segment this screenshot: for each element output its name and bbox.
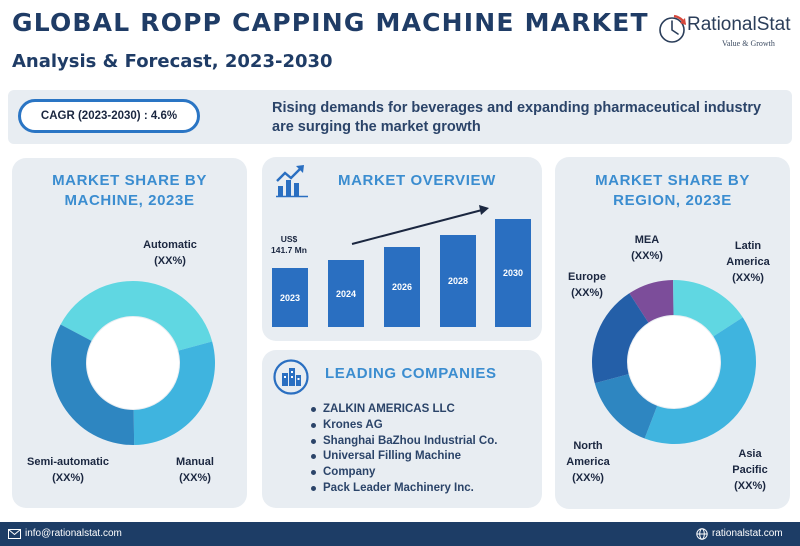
label-latin-america-line2: America [726, 256, 770, 268]
label-north-america: North America (XX%) [560, 438, 616, 486]
region-slice-asia-pacific [644, 317, 756, 444]
overview-bar-2024 [328, 260, 364, 327]
company-list: ZALKIN AMERICAS LLC Krones AG Shanghai B… [310, 402, 540, 497]
label-asia-pacific-line2: Pacific [732, 464, 768, 476]
machine-share-heading-line2: MACHINE, 2023E [64, 192, 195, 209]
region-slice-mea [629, 280, 674, 323]
leading-companies-heading: LEADING COMPANIES [325, 365, 497, 382]
machine-share-heading-line1: MARKET SHARE BY [52, 172, 207, 189]
region-slice-latin-america [673, 280, 743, 337]
label-asia-pacific-line1: Asia [738, 448, 762, 460]
label-europe-value: (XX%) [571, 287, 603, 299]
region-share-heading-line2: REGION, 2023E [613, 192, 732, 209]
company-item: Krones AG [310, 418, 540, 434]
overview-bar-2030 [495, 219, 531, 327]
rationalstat-logo[interactable] [658, 12, 793, 54]
region-share-heading: MARKET SHARE BY REGION, 2023E [555, 171, 790, 211]
trend-arrow [351, 205, 489, 245]
logo-tagline: Value & Growth [722, 39, 775, 48]
label-north-america-value: (XX%) [572, 472, 604, 484]
label-manual-name: Manual [176, 456, 214, 468]
page-title: GLOBAL ROPP CAPPING MACHINE MARKET [12, 8, 649, 37]
banner-text: Rising demands for beverages and expandi… [272, 100, 762, 135]
label-mea-value: (XX%) [631, 250, 663, 262]
label-latin-america-line1: Latin [734, 240, 762, 252]
label-mea-name: MEA [634, 234, 660, 246]
company-item: Shanghai BaZhou Industrial Co. [310, 434, 540, 450]
label-automatic: Automatic (XX%) [135, 237, 205, 269]
label-asia-pacific: Asia Pacific (XX%) [722, 446, 778, 494]
label-latin-america-value: (XX%) [732, 272, 764, 284]
overview-bar-label: 2023 [279, 293, 301, 303]
globe-icon [696, 528, 708, 540]
machine-slice-automatic [60, 281, 213, 351]
label-europe-name: Europe [568, 271, 606, 283]
region-share-heading-line1: MARKET SHARE BY [595, 172, 750, 189]
label-north-america-line1: North [573, 440, 603, 452]
label-manual: Manual (XX%) [165, 454, 225, 486]
company-item: Universal Filling Machine [310, 449, 540, 465]
cagr-badge: CAGR (2023-2030) : 4.6% [18, 99, 200, 133]
market-value-unit: US$ [280, 234, 298, 244]
leading-companies-panel [262, 350, 542, 508]
region-donut-hole [628, 316, 720, 408]
email-icon [8, 529, 21, 539]
growth-chart-icon [276, 165, 308, 198]
footer-bar [0, 522, 800, 546]
label-latin-america: Latin America (XX%) [718, 238, 778, 286]
overview-bar-2028 [440, 235, 476, 327]
label-manual-value: (XX%) [179, 472, 211, 484]
overview-bar-2026 [384, 247, 420, 327]
label-mea: MEA (XX%) [622, 232, 672, 264]
logo-name: RationalStat [687, 14, 791, 35]
machine-slice-semi-automatic [50, 324, 135, 445]
label-automatic-name: Automatic [143, 239, 197, 251]
label-europe: Europe (XX%) [560, 269, 614, 301]
footer-email[interactable]: info@rationalstat.com [25, 528, 122, 539]
overview-bar-label: 2028 [447, 276, 469, 286]
machine-slice-manual [133, 341, 215, 445]
label-north-america-line2: America [566, 456, 610, 468]
overview-bar-2023 [272, 268, 308, 327]
machine-share-heading: MARKET SHARE BY MACHINE, 2023E [12, 171, 247, 211]
market-value-amount: 141.7 Mn [271, 245, 307, 255]
label-semi-automatic-name: Semi-automatic [27, 456, 109, 468]
label-asia-pacific-value: (XX%) [734, 480, 766, 492]
region-slice-north-america [594, 374, 658, 439]
page-subtitle: Analysis & Forecast, 2023-2030 [12, 51, 333, 72]
label-automatic-value: (XX%) [154, 255, 186, 267]
market-value-label: US$ 141.7 Mn [268, 234, 310, 256]
overview-bar-label: 2026 [391, 282, 413, 292]
label-semi-automatic-value: (XX%) [52, 472, 84, 484]
overview-bar-label: 2030 [502, 268, 524, 278]
buildings-icon [273, 359, 309, 395]
company-item: ZALKIN AMERICAS LLC [310, 402, 540, 418]
region-slice-europe [592, 293, 649, 384]
company-item: Pack Leader Machinery Inc. [310, 481, 540, 497]
company-item: Company [310, 465, 540, 481]
footer-website[interactable]: rationalstat.com [712, 528, 783, 539]
market-overview-heading: MARKET OVERVIEW [338, 172, 496, 189]
machine-share-donut [50, 281, 215, 445]
machine-donut-hole [87, 317, 179, 409]
region-share-donut [592, 280, 756, 444]
label-semi-automatic: Semi-automatic (XX%) [20, 454, 116, 486]
overview-bar-label: 2024 [335, 289, 357, 299]
